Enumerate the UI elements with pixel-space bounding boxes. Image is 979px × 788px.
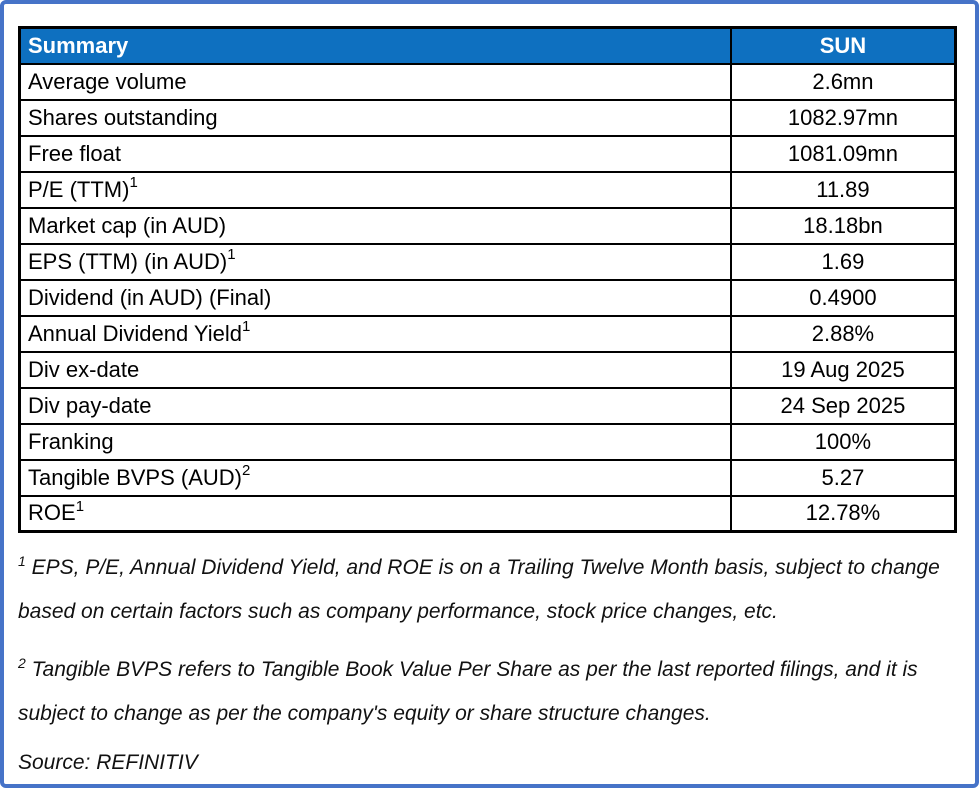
footnote-1-marker: 1 [18,553,26,569]
row-value: 100% [729,422,957,461]
summary-panel: Summary SUN Average volume 2.6mn Shares … [18,26,957,775]
row-label: Div pay-date [18,386,732,425]
row-value: 19 Aug 2025 [729,350,957,389]
table-header-ticker: SUN [729,26,957,65]
row-label: Annual Dividend Yield1 [18,314,732,353]
table-row: Shares outstanding 1082.97mn [18,98,957,137]
row-label: Free float [18,134,732,173]
table-row: Div ex-date 19 Aug 2025 [18,350,957,389]
footnote-marker: 1 [75,497,85,515]
footnote-1-text: EPS, P/E, Annual Dividend Yield, and ROE… [18,556,940,623]
row-label: Franking [18,422,732,461]
footnote-2-marker: 2 [18,655,26,672]
row-value: 18.18bn [729,206,957,245]
row-value: 1081.09mn [729,134,957,173]
table-row: P/E (TTM)1 11.89 [18,170,957,209]
row-value: 5.27 [729,458,957,497]
table-row: EPS (TTM) (in AUD)1 1.69 [18,242,957,281]
table-header-summary: Summary [18,26,732,65]
table-row: Tangible BVPS (AUD)2 5.27 [18,458,957,497]
footnote-marker: 1 [242,318,251,336]
table-row: Free float 1081.09mn [18,134,957,173]
table-row: ROE1 12.78% [18,494,957,533]
table-row: Annual Dividend Yield1 2.88% [18,314,957,353]
row-value: 11.89 [729,170,957,209]
row-label: Market cap (in AUD) [18,206,732,245]
row-label: Div ex-date [18,350,732,389]
row-value: 2.6mn [729,62,957,101]
row-value: 1.69 [729,242,957,281]
table-row: Div pay-date 24 Sep 2025 [18,386,957,425]
footnote-marker: 2 [241,462,251,480]
table-row: Market cap (in AUD) 18.18bn [18,206,957,245]
row-value: 12.78% [729,494,957,533]
source-text: Source: REFINITIV [18,750,198,774]
footnote-1: 1 EPS, P/E, Annual Dividend Yield, and R… [18,546,947,633]
row-value: 24 Sep 2025 [729,386,957,425]
row-value: 0.4900 [729,278,957,317]
row-label: P/E (TTM)1 [18,170,732,209]
table-row: Average volume 2.6mn [18,62,957,101]
row-label: Average volume [18,62,732,101]
row-value: 2.88% [729,314,957,353]
row-label: EPS (TTM) (in AUD)1 [18,242,732,281]
table-header-row: Summary SUN [18,26,957,65]
table-row: Dividend (in AUD) (Final) 0.4900 [18,278,957,317]
footnote-marker: 1 [129,174,138,192]
row-value: 1082.97mn [729,98,957,137]
row-label: Tangible BVPS (AUD)2 [18,458,732,497]
footnotes-section: 1 EPS, P/E, Annual Dividend Yield, and R… [18,546,957,775]
row-label: Shares outstanding [18,98,732,137]
footnote-marker: 1 [227,246,236,264]
table-row: Franking 100% [18,422,957,461]
row-label: Dividend (in AUD) (Final) [18,278,732,317]
summary-table: Summary SUN Average volume 2.6mn Shares … [18,26,957,533]
row-label: ROE1 [18,494,732,533]
footnote-2-text: Tangible BVPS refers to Tangible Book Va… [18,658,918,726]
footnote-2: 2 Tangible BVPS refers to Tangible Book … [18,648,947,735]
